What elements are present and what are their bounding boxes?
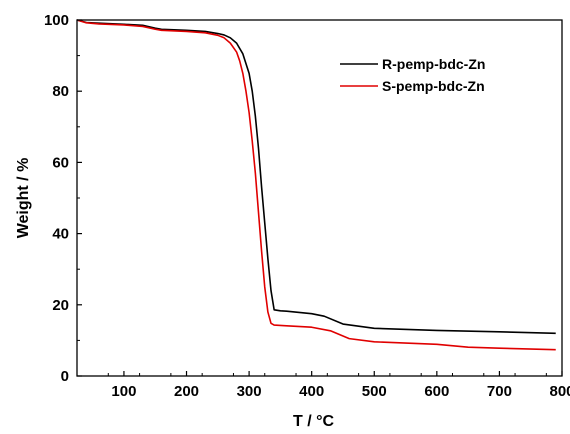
y-tick-label: 20: [52, 297, 69, 314]
x-tick-label: 700: [487, 383, 512, 400]
legend: R-pemp-bdc-Zn S-pemp-bdc-Zn: [340, 56, 485, 94]
plot-frame: [76, 19, 563, 377]
legend-label-1: R-pemp-bdc-Zn: [382, 56, 485, 72]
series-layer: [76, 19, 556, 351]
series-line-2: [76, 19, 556, 351]
x-tick-label: 100: [111, 383, 136, 400]
x-tick-label: 200: [174, 383, 199, 400]
series-line-1: [76, 19, 556, 335]
x-axis-label: T / °C: [293, 413, 335, 430]
x-tick-label: 800: [549, 383, 570, 400]
x-tick-label: 500: [362, 383, 387, 400]
y-tick-label: 100: [44, 12, 69, 29]
x-tick-label: 300: [237, 383, 262, 400]
legend-label-2: S-pemp-bdc-Zn: [382, 78, 485, 94]
y-tick-label: 0: [61, 368, 69, 385]
y-tick-label: 60: [52, 154, 69, 171]
y-tick-label: 40: [52, 226, 69, 243]
tick-layer: 100 200 300 400 500 600 700 800 0 20 40 60 80 100: [44, 12, 570, 400]
y-axis-label: Weight / %: [15, 158, 32, 239]
x-tick-label: 600: [424, 383, 449, 400]
y-tick-label: 80: [52, 83, 69, 100]
x-tick-label: 400: [299, 383, 324, 400]
